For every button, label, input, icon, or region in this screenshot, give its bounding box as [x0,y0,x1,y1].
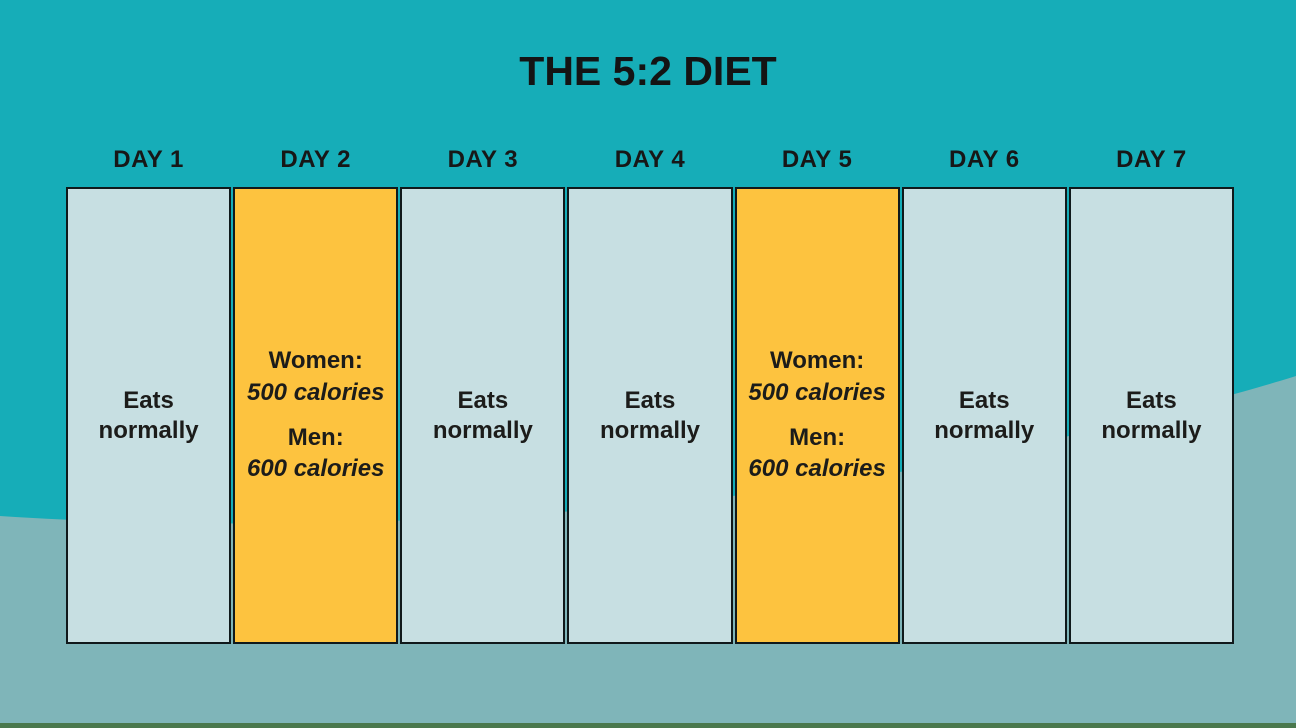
day-2-women-group: Women: 500 calories [247,347,384,408]
day-7-text: Eats normally [1101,386,1202,444]
day-column-5: Women: 500 calories Men: 600 calories [734,187,900,644]
day-column-7: Eats normally [1068,187,1234,644]
day-header-2: DAY 2 [280,146,351,173]
diet-week-table: Eats normally Women: 500 calories Men: 6… [66,187,1234,644]
day-6-text: Eats normally [934,386,1035,444]
day-2-women-calories: 500 calories [246,378,385,406]
day-2-men-calories: 600 calories [246,455,385,483]
day-5-women-group: Women: 500 calories [748,347,885,408]
day-column-3: Eats normally [400,187,566,644]
day-header-5: DAY 5 [781,146,853,173]
day-5-men-calories: 600 calories [748,455,886,483]
day-header-3: DAY 3 [447,146,519,173]
day-column-2: Women: 500 calories Men: 600 calories [233,187,399,644]
day-header-6: DAY 6 [948,146,1020,173]
day-5-men-label: Men: [789,423,846,451]
day-header-7: DAY 7 [1116,146,1187,173]
footer-green-strip [0,723,1296,728]
day-column-1: Eats normally [66,187,232,644]
day-5-women-calories: 500 calories [748,378,886,406]
day-1-text: Eats normally [98,386,199,444]
day-4-text: Eats normally [599,386,700,444]
day-column-6: Eats normally [901,187,1067,644]
page-title: THE 5:2 DIET [519,48,777,94]
day-3-text: Eats normally [432,386,533,444]
day-header-4: DAY 4 [614,146,686,173]
day-5-men-group: Men: 600 calories [748,424,885,485]
day-2-women-label: Women: [268,346,363,374]
day-5-women-label: Women: [770,346,865,374]
day-header-1: DAY 1 [113,146,184,173]
day-column-4: Eats normally [567,187,733,644]
day-header-row: DAY 1 DAY 2 DAY 3 DAY 4 DAY 5 DAY 6 DAY … [66,146,1234,174]
day-2-men-label: Men: [287,423,344,451]
day-2-men-group: Men: 600 calories [247,424,384,485]
